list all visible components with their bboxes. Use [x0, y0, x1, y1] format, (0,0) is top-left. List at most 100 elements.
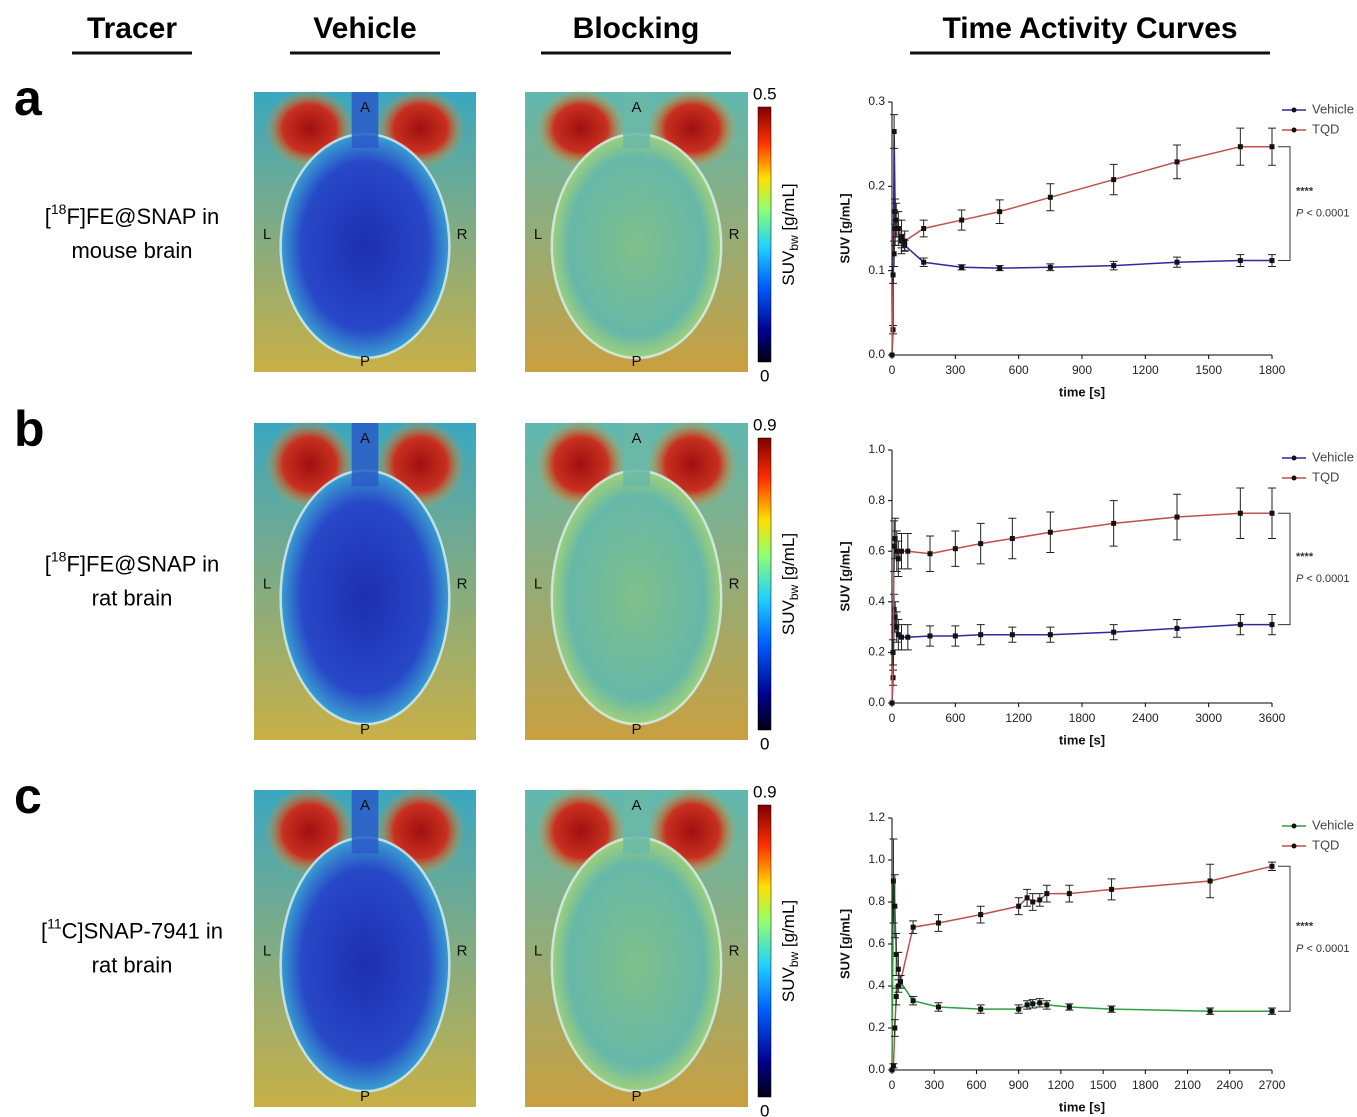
data-point — [1067, 1005, 1072, 1010]
legend-label: TQD — [1312, 469, 1339, 484]
data-point — [997, 209, 1002, 214]
data-point — [978, 1007, 983, 1012]
x-tick-label: 1800 — [1132, 1078, 1159, 1092]
data-point — [890, 353, 895, 358]
y-tick-label: 0.0 — [868, 347, 885, 361]
orientation-label: R — [729, 943, 740, 960]
tracer-label: rat brain — [92, 585, 173, 610]
brain-region — [552, 471, 721, 725]
significance-bracket — [1278, 147, 1290, 261]
text-part: < 0.0001 — [1303, 208, 1349, 220]
orientation-label: R — [457, 943, 468, 960]
data-point — [1030, 1001, 1035, 1006]
text-part: 18 — [51, 201, 67, 217]
x-tick-label: 0 — [889, 363, 896, 377]
data-point — [905, 549, 910, 554]
x-tick-label: 900 — [1009, 1078, 1029, 1092]
x-tick-label: 1500 — [1195, 363, 1222, 377]
series-line — [892, 147, 1272, 355]
data-point — [896, 556, 901, 561]
data-point — [911, 925, 916, 930]
series-line — [892, 132, 1272, 355]
panel-letter: b — [14, 401, 45, 457]
x-tick-label: 600 — [1009, 363, 1029, 377]
column-header: Tracer — [87, 12, 177, 45]
y-tick-label: 1.2 — [868, 810, 885, 824]
data-point — [1010, 632, 1015, 637]
orientation-label: P — [360, 1088, 370, 1105]
data-point — [1111, 263, 1116, 268]
series-line — [892, 513, 1272, 703]
text-part: F]FE@SNAP in — [66, 551, 219, 576]
data-point — [1270, 1009, 1275, 1014]
data-point — [921, 260, 926, 265]
y-tick-label: 0.4 — [868, 978, 885, 992]
data-point — [1175, 159, 1180, 164]
data-point — [1270, 864, 1275, 869]
colorbar-max: 0.5 — [753, 84, 777, 103]
data-point — [890, 701, 895, 706]
data-point — [1175, 260, 1180, 265]
data-point — [911, 998, 916, 1003]
y-tick-label: 0.0 — [868, 1062, 885, 1076]
orientation-label: A — [360, 99, 370, 116]
brain-region — [281, 838, 450, 1092]
text-part: [g/mL] — [779, 900, 798, 952]
significance-stars: **** — [1296, 921, 1314, 933]
data-point — [1044, 891, 1049, 896]
legend-label: Vehicle — [1312, 817, 1354, 832]
x-tick-label: 0 — [889, 1078, 896, 1092]
data-point — [1175, 515, 1180, 520]
colorbar-max: 0.9 — [753, 782, 777, 801]
x-tick-label: 300 — [924, 1078, 944, 1092]
y-tick-label: 0.6 — [868, 936, 885, 950]
y-tick-label: 0.2 — [868, 1020, 885, 1034]
tracer-label: mouse brain — [71, 238, 192, 263]
data-point — [1048, 530, 1053, 535]
legend-marker — [1292, 108, 1297, 113]
orientation-label: R — [729, 576, 740, 593]
text-part: C]SNAP-7941 in — [62, 918, 223, 943]
x-tick-label: 1200 — [1005, 711, 1032, 725]
column-header: Blocking — [573, 12, 700, 45]
x-tick-label: 2400 — [1132, 711, 1159, 725]
y-tick-label: 0.2 — [868, 645, 885, 659]
colorbar-label: SUVbw [g/mL] — [779, 900, 801, 1002]
legend-label: Vehicle — [1312, 101, 1354, 116]
data-point — [902, 239, 907, 244]
x-tick-label: 1200 — [1132, 363, 1159, 377]
colorbar-min: 0 — [760, 734, 769, 753]
data-point — [959, 218, 964, 223]
data-point — [891, 272, 896, 277]
data-point — [1025, 1002, 1030, 1007]
x-tick-label: 2100 — [1174, 1078, 1201, 1092]
colorbar — [758, 107, 771, 362]
data-point — [1238, 622, 1243, 627]
text-part: < 0.0001 — [1303, 943, 1349, 955]
y-tick-label: 0.8 — [868, 493, 885, 507]
data-point — [936, 921, 941, 926]
data-point — [896, 226, 901, 231]
data-point — [892, 251, 897, 256]
data-point — [894, 994, 899, 999]
y-tick-label: 0.8 — [868, 894, 885, 908]
data-point — [896, 967, 901, 972]
data-point — [928, 551, 933, 556]
y-tick-label: 0.1 — [868, 263, 885, 277]
legend-label: TQD — [1312, 121, 1339, 136]
text-part: [g/mL] — [779, 533, 798, 585]
data-point — [1037, 897, 1042, 902]
data-point — [921, 226, 926, 231]
text-part: 11 — [47, 915, 62, 931]
colorbar-max: 0.9 — [753, 415, 777, 434]
series-line — [892, 881, 1272, 1070]
tracer-label: [18F]FE@SNAP in — [45, 201, 219, 229]
data-point — [1010, 536, 1015, 541]
significance-bracket — [1278, 513, 1290, 624]
orientation-label: A — [631, 99, 641, 116]
data-point — [905, 635, 910, 640]
data-point — [1111, 177, 1116, 182]
x-axis-label: time [s] — [1059, 384, 1105, 399]
data-point — [899, 549, 904, 554]
orientation-label: L — [534, 226, 542, 243]
